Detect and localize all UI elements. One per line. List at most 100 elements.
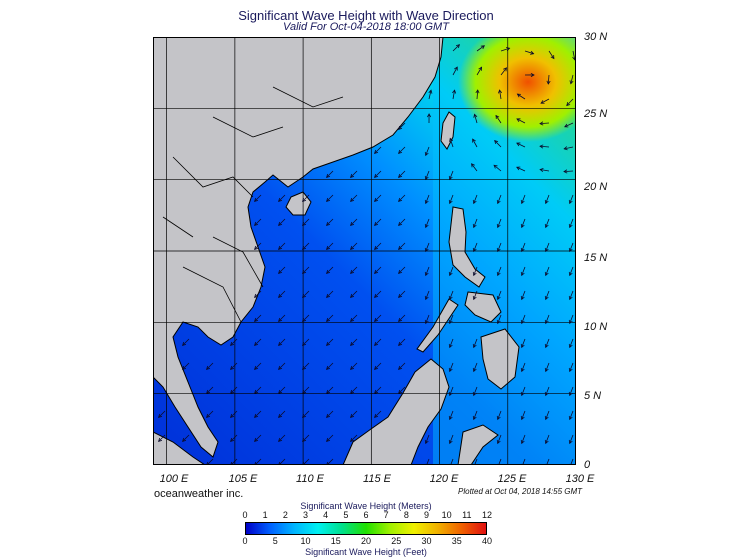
- wave-direction-arrow: [350, 386, 358, 394]
- colorbar-tick-meters: 10: [441, 510, 452, 520]
- wave-direction-arrow: [398, 194, 406, 202]
- wave-direction-arrow: [545, 218, 550, 228]
- wave-direction-arrow: [572, 50, 576, 60]
- wave-direction-arrowhead: [424, 439, 429, 445]
- lon-label-130e: 130 E: [565, 473, 595, 485]
- wave-direction-arrow: [350, 218, 358, 226]
- wave-direction-arrow: [254, 218, 262, 226]
- wave-direction-arrowhead: [302, 245, 307, 250]
- wave-direction-arrow: [473, 218, 478, 228]
- wave-direction-arrowhead: [520, 439, 525, 445]
- wave-direction-arrow: [182, 434, 190, 442]
- wave-direction-arrowhead: [158, 437, 163, 442]
- wave-direction-arrowhead: [563, 169, 568, 174]
- wave-direction-arrow: [278, 338, 286, 346]
- wave-direction-arrowhead: [539, 144, 544, 149]
- palawan-island: [416, 298, 459, 353]
- wave-direction-arrowhead: [398, 149, 403, 154]
- wave-direction-arrowhead: [254, 245, 259, 250]
- lat-label-5n: 5 N: [584, 390, 602, 402]
- wave-direction-arrow: [540, 169, 550, 172]
- wave-direction-arrow: [398, 290, 406, 298]
- wave-direction-arrow: [350, 290, 358, 298]
- wave-direction-arrow: [254, 386, 262, 394]
- wave-direction-arrow: [521, 194, 526, 204]
- wave-direction-arrowhead: [230, 437, 235, 442]
- wave-direction-arrow: [374, 242, 382, 250]
- wave-direction-arrow: [425, 218, 430, 228]
- wave-direction-arrowhead: [544, 247, 549, 253]
- colorbar-tick-feet: 15: [330, 536, 341, 546]
- wave-direction-arrow: [254, 434, 262, 442]
- wave-direction-arrow: [374, 266, 382, 274]
- colorbar-tick-meters: 6: [363, 510, 369, 520]
- wave-direction-arrowhead: [539, 121, 544, 126]
- wave-direction-arrowhead: [544, 319, 549, 325]
- wave-direction-arrow: [302, 242, 310, 250]
- sulawesi-island: [457, 424, 499, 465]
- wave-direction-arrow: [425, 266, 430, 276]
- wave-direction-arrow: [545, 362, 550, 372]
- colorbar-tick-feet: 20: [360, 536, 372, 546]
- wave-direction-arrow: [449, 290, 454, 300]
- wave-direction-arrowhead: [427, 113, 432, 118]
- wave-direction-arrowhead: [350, 245, 355, 250]
- colorbar-tick-feet: 30: [421, 536, 432, 546]
- wave-direction-arrow: [182, 338, 190, 346]
- wave-direction-arrowhead: [278, 293, 283, 298]
- wave-direction-arrow: [350, 338, 358, 346]
- wave-direction-arrowhead: [544, 439, 549, 445]
- wave-direction-arrowhead: [448, 319, 453, 325]
- wave-direction-arrowhead: [350, 269, 355, 274]
- wave-direction-arrow: [278, 434, 286, 442]
- wave-direction-arrowhead: [564, 123, 569, 128]
- wave-direction-arrowhead: [374, 197, 379, 202]
- wave-direction-arrow: [449, 170, 454, 180]
- wave-direction-arrow: [449, 362, 454, 372]
- wave-direction-arrow: [545, 266, 550, 276]
- wave-direction-arrowhead: [398, 365, 403, 370]
- lon-label-125e: 125 E: [497, 473, 527, 485]
- wave-direction-arrowhead: [428, 89, 433, 94]
- colorbar-tick-meters: 11: [462, 510, 472, 520]
- wave-direction-arrow: [425, 314, 430, 324]
- storm-high-wave-area: [458, 37, 576, 142]
- wave-direction-arrowhead: [254, 365, 259, 370]
- wave-direction-arrow: [182, 362, 190, 370]
- wave-direction-arrow: [398, 146, 406, 154]
- mainland-land: [153, 37, 444, 458]
- wave-direction-arrowhead: [326, 365, 331, 370]
- wave-direction-arrow: [545, 242, 550, 252]
- wave-direction-arrowhead: [520, 223, 525, 229]
- wave-direction-arrow: [398, 170, 406, 178]
- wave-direction-arrowhead: [350, 173, 355, 178]
- wave-direction-arrowhead: [398, 245, 403, 250]
- wave-direction-arrow: [521, 338, 526, 348]
- wave-direction-arrowhead: [398, 341, 403, 346]
- wave-direction-arrow: [426, 458, 430, 465]
- wave-direction-arrow: [425, 170, 430, 180]
- wave-direction-arrow: [473, 338, 478, 348]
- wave-direction-arrow: [566, 98, 574, 106]
- wave-direction-arrow: [494, 140, 502, 148]
- wave-direction-arrow: [326, 386, 334, 394]
- wave-direction-arrowhead: [206, 389, 211, 394]
- wave-direction-arrow: [278, 290, 286, 298]
- wave-direction-arrow: [545, 290, 550, 300]
- wave-direction-arrow: [374, 194, 382, 202]
- wave-direction-arrowhead: [544, 391, 549, 397]
- wave-direction-arrowhead: [424, 151, 429, 157]
- wave-direction-arrow: [398, 386, 406, 394]
- colorbar-tick-feet: 35: [451, 536, 462, 546]
- chart-title: Significant Wave Height with Wave Direct…: [238, 8, 494, 23]
- wave-direction-arrowhead: [448, 367, 453, 373]
- wave-direction-arrowhead: [496, 223, 501, 229]
- wave-direction-arrowhead: [278, 197, 283, 202]
- wave-direction-arrow: [230, 338, 238, 346]
- wave-direction-arrow: [473, 362, 478, 372]
- wave-direction-arrowhead: [278, 437, 283, 442]
- wave-direction-arrowhead: [326, 437, 331, 442]
- wave-direction-arrowhead: [398, 317, 403, 322]
- wave-direction-arrowhead: [326, 317, 331, 322]
- wave-direction-arrow: [495, 115, 502, 124]
